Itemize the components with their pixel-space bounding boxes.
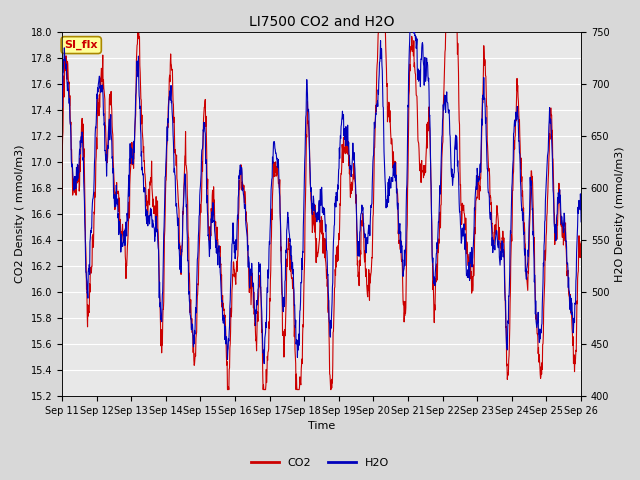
Y-axis label: CO2 Density ( mmol/m3): CO2 Density ( mmol/m3) [15,144,25,283]
X-axis label: Time: Time [308,421,335,432]
Legend: CO2, H2O: CO2, H2O [246,453,394,472]
Text: SI_flx: SI_flx [65,40,98,50]
Y-axis label: H2O Density (mmol/m3): H2O Density (mmol/m3) [615,146,625,282]
Title: LI7500 CO2 and H2O: LI7500 CO2 and H2O [249,15,394,29]
